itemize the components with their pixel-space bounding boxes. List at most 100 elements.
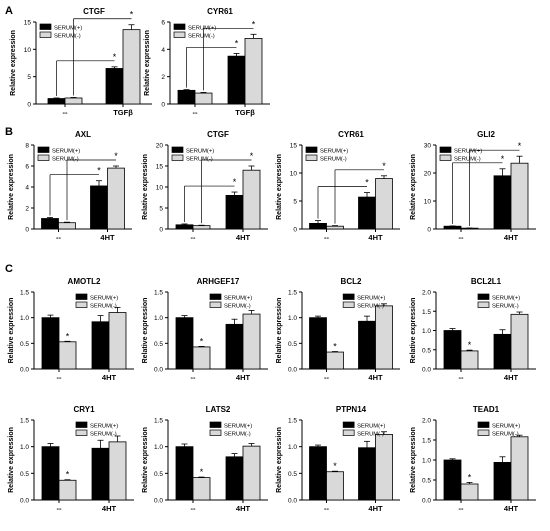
y-tick-label: 5 <box>293 199 297 206</box>
bar-serum-minus <box>122 29 141 105</box>
panel-letter-c: C <box>5 263 13 275</box>
x-tick-label: -- <box>57 504 62 513</box>
bar-serum-plus <box>493 461 512 501</box>
legend-swatch-serum-minus <box>209 301 222 308</box>
significance-marker: * <box>252 19 256 29</box>
bar-serum-plus <box>493 333 512 370</box>
legend-label-serum-plus: SERUM(+) <box>357 296 385 302</box>
y-tick-label: 0 <box>161 102 165 109</box>
y-tick-label: 6 <box>25 164 29 171</box>
y-tick-label: 1.0 <box>288 315 297 322</box>
y-tick-label: 2.0 <box>422 418 431 425</box>
y-tick-label: 10 <box>24 47 32 54</box>
bar-serum-plus <box>443 225 462 230</box>
bar-serum-minus <box>58 222 76 230</box>
legend-label-serum-plus: SERUM(+) <box>224 296 252 302</box>
chart-13: TEAD1 Relative expression 0.0 0.5 1.0 1.5 2.0 -… <box>410 405 536 513</box>
x-tick-label: 4HT <box>236 233 251 242</box>
legend-label-serum-plus: SERUM(+) <box>320 149 348 155</box>
y-tick-label: 15 <box>290 143 298 150</box>
y-tick-label: 10 <box>290 171 298 178</box>
y-tick-label: 0 <box>293 227 297 234</box>
significance-marker: * <box>66 470 70 480</box>
significance-marker: * <box>333 342 337 352</box>
y-tick-label: 0.0 <box>20 367 29 374</box>
bar-serum-plus <box>41 446 60 501</box>
x-tick-label: 4HT <box>368 373 383 382</box>
chart-title: GLI2 <box>477 130 495 139</box>
legend-swatch-serum-plus <box>37 146 50 153</box>
y-axis-label: Relative expression <box>276 427 283 493</box>
legend-label-serum-minus: SERUM(-) <box>90 432 117 438</box>
legend-label-serum-plus: SERUM(+) <box>54 26 82 32</box>
panel-letter-a: A <box>5 5 13 17</box>
bar-serum-minus <box>326 225 344 230</box>
bar-serum-minus <box>242 313 261 370</box>
significance-marker: * <box>200 336 204 346</box>
x-tick-label: -- <box>459 233 464 242</box>
bar-serum-minus <box>64 97 83 105</box>
y-tick-label: 0.0 <box>154 498 163 505</box>
bar-serum-minus <box>242 445 261 501</box>
bar-serum-plus <box>41 218 59 230</box>
y-tick-label: 1.5 <box>422 438 431 445</box>
significance-marker: * <box>200 467 204 477</box>
y-tick-label: 4 <box>161 47 165 54</box>
y-tick-label: 1.0 <box>154 315 163 322</box>
legend-label-serum-plus: SERUM(+) <box>90 424 118 430</box>
y-tick-label: 0.0 <box>288 367 297 374</box>
y-axis-label: Relative expression <box>142 154 149 220</box>
legend-label-serum-minus: SERUM(-) <box>454 157 481 163</box>
x-tick-label: -- <box>324 373 329 382</box>
legend-label-serum-minus: SERUM(-) <box>492 432 519 438</box>
chart-title: CRY1 <box>73 405 95 414</box>
y-axis-label: Relative expression <box>142 298 149 364</box>
legend-swatch-serum-plus <box>342 293 355 300</box>
y-axis-label: Relative expression <box>410 154 417 220</box>
bar-serum-plus <box>443 459 462 501</box>
legend-swatch-serum-minus <box>209 429 222 436</box>
bar-serum-plus <box>493 175 512 230</box>
y-tick-label: 0.5 <box>422 347 431 354</box>
y-tick-label: 1.5 <box>154 290 163 297</box>
chart-6: AMOTL2 Relative expression 0.0 0.5 1.0 1.5 -- 4… <box>8 277 134 382</box>
bar-serum-minus <box>510 162 529 230</box>
bar-serum-plus <box>358 320 376 370</box>
chart-title: BCL2L1 <box>471 277 502 286</box>
legend-swatch-serum-minus <box>75 301 88 308</box>
y-tick-label: 0.0 <box>154 367 163 374</box>
legend-swatch-serum-minus <box>171 154 184 161</box>
y-axis-label: Relative expression <box>8 427 15 493</box>
y-tick-label: 0 <box>25 227 29 234</box>
legend-swatch-serum-plus <box>477 421 490 428</box>
y-tick-label: 0.5 <box>20 341 29 348</box>
bar-serum-minus <box>192 346 211 370</box>
bar-serum-minus <box>192 477 211 501</box>
y-tick-label: 1.0 <box>422 458 431 465</box>
legend-swatch-serum-minus <box>342 301 355 308</box>
y-tick-label: 4 <box>25 185 29 192</box>
significance-marker: * <box>114 151 118 161</box>
x-tick-label: -- <box>324 504 329 513</box>
legend-swatch-serum-plus <box>209 421 222 428</box>
legend-swatch-serum-plus <box>342 421 355 428</box>
legend-label-serum-plus: SERUM(+) <box>224 424 252 430</box>
bar-serum-plus <box>41 317 60 370</box>
y-axis-label: Relative expression <box>10 30 17 96</box>
legend-swatch-serum-plus <box>75 293 88 300</box>
bar-serum-plus <box>47 98 66 105</box>
bar-serum-plus <box>443 330 462 370</box>
legend-label-serum-plus: SERUM(+) <box>492 424 520 430</box>
x-tick-label: -- <box>63 108 68 117</box>
significance-marker: * <box>501 154 505 164</box>
legend-label-serum-minus: SERUM(-) <box>90 304 117 310</box>
legend-swatch-serum-minus <box>342 429 355 436</box>
legend-swatch-serum-plus <box>173 23 186 30</box>
significance-marker: * <box>233 177 237 187</box>
bar-serum-minus <box>510 313 529 370</box>
bar-serum-minus <box>375 178 393 230</box>
significance-marker: * <box>130 10 134 20</box>
chart-9: BCL2L1 Relative expression 0.0 0.5 1.0 1.5 2.0… <box>410 277 536 382</box>
y-axis-label: Relative expression <box>8 298 15 364</box>
